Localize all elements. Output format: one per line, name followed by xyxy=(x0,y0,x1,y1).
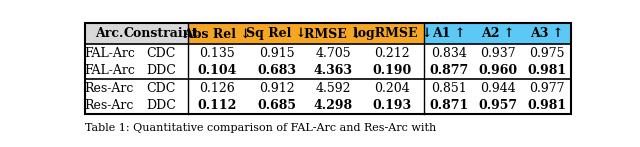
Text: 0.685: 0.685 xyxy=(257,99,296,112)
Bar xyxy=(85,44,571,62)
Text: 0.977: 0.977 xyxy=(529,82,564,95)
Bar xyxy=(85,79,571,97)
Text: 0.104: 0.104 xyxy=(198,64,237,77)
Bar xyxy=(424,23,571,44)
Text: 0.937: 0.937 xyxy=(480,46,516,60)
Text: 0.126: 0.126 xyxy=(200,82,236,95)
Text: 0.981: 0.981 xyxy=(527,64,566,77)
Text: logRMSE ↓: logRMSE ↓ xyxy=(353,27,432,40)
Bar xyxy=(85,97,571,114)
Text: FAL-Arc: FAL-Arc xyxy=(84,46,135,60)
Bar xyxy=(85,62,571,79)
Text: 0.135: 0.135 xyxy=(200,46,236,60)
Text: RMSE ↓: RMSE ↓ xyxy=(305,27,362,40)
Text: 0.834: 0.834 xyxy=(431,46,467,60)
Text: A1 ↑: A1 ↑ xyxy=(432,27,465,40)
Text: 0.190: 0.190 xyxy=(372,64,412,77)
Text: 0.915: 0.915 xyxy=(259,46,294,60)
Text: 4.592: 4.592 xyxy=(316,82,351,95)
Text: 0.975: 0.975 xyxy=(529,46,564,60)
Text: A3 ↑: A3 ↑ xyxy=(530,27,563,40)
Text: 0.112: 0.112 xyxy=(198,99,237,112)
Text: 0.871: 0.871 xyxy=(429,99,468,112)
Text: 0.212: 0.212 xyxy=(374,46,410,60)
Text: 4.705: 4.705 xyxy=(316,46,351,60)
Text: Arc.: Arc. xyxy=(95,27,124,40)
Text: Table 1: Quantitative comparison of FAL-Arc and Res-Arc with: Table 1: Quantitative comparison of FAL-… xyxy=(85,123,436,133)
Text: 0.877: 0.877 xyxy=(429,64,468,77)
Text: Res-Arc: Res-Arc xyxy=(84,99,134,112)
Bar xyxy=(188,23,424,44)
Text: 0.193: 0.193 xyxy=(372,99,412,112)
Bar xyxy=(85,23,571,114)
Text: Constraint: Constraint xyxy=(124,27,198,40)
Text: 0.957: 0.957 xyxy=(478,99,517,112)
Text: 4.298: 4.298 xyxy=(314,99,353,112)
Text: DDC: DDC xyxy=(146,64,176,77)
Text: 0.912: 0.912 xyxy=(259,82,294,95)
Text: 0.683: 0.683 xyxy=(257,64,296,77)
Text: DDC: DDC xyxy=(146,99,176,112)
Text: 0.960: 0.960 xyxy=(478,64,517,77)
Text: FAL-Arc: FAL-Arc xyxy=(84,64,135,77)
Text: 0.204: 0.204 xyxy=(374,82,410,95)
Text: 0.851: 0.851 xyxy=(431,82,467,95)
Text: Res-Arc: Res-Arc xyxy=(84,82,134,95)
Bar xyxy=(85,23,188,44)
Text: CDC: CDC xyxy=(146,46,175,60)
Text: Sq Rel ↓: Sq Rel ↓ xyxy=(246,27,307,40)
Text: A2 ↑: A2 ↑ xyxy=(481,27,515,40)
Text: 0.981: 0.981 xyxy=(527,99,566,112)
Text: CDC: CDC xyxy=(146,82,175,95)
Text: 4.363: 4.363 xyxy=(314,64,353,77)
Text: 0.944: 0.944 xyxy=(480,82,516,95)
Text: Abs Rel ↓: Abs Rel ↓ xyxy=(184,27,252,40)
